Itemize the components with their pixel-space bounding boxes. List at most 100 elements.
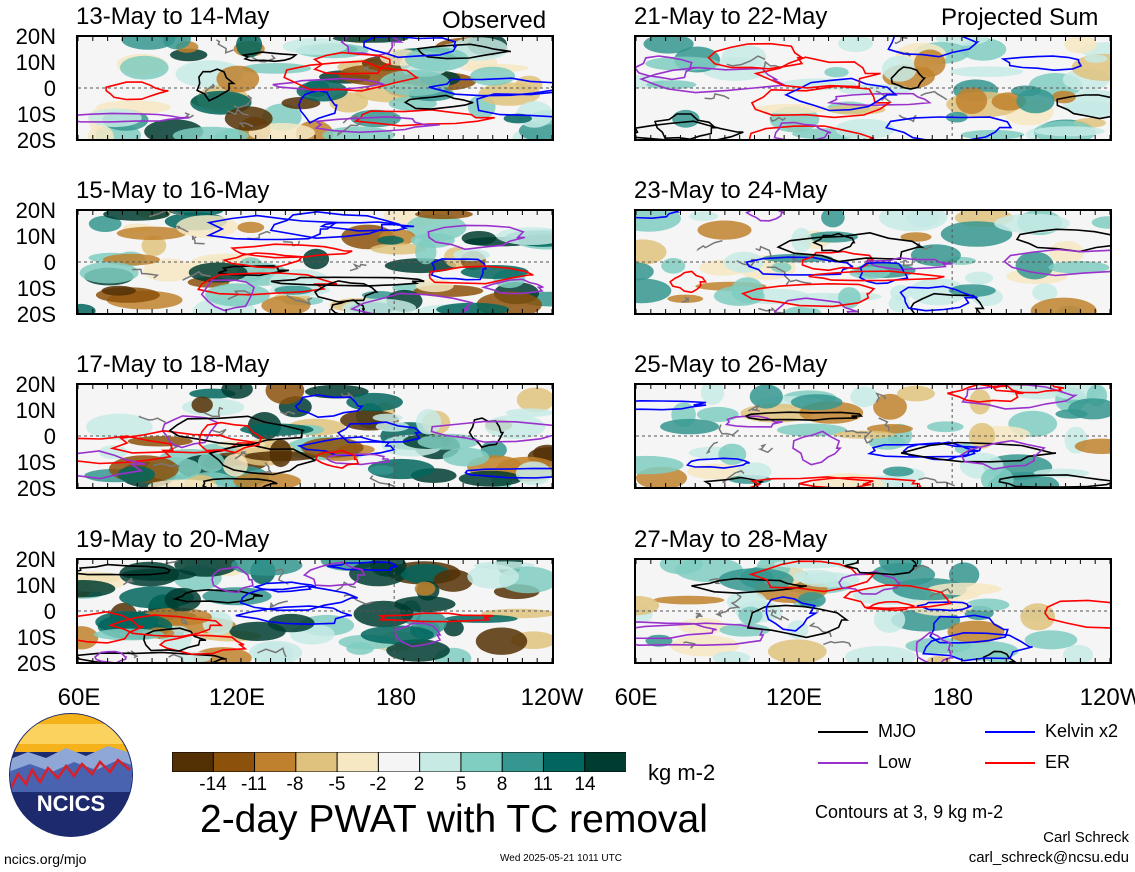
- wave-contour: [900, 441, 1057, 463]
- wave-contour: [230, 243, 353, 259]
- anomaly-blob: [947, 640, 1019, 661]
- lat-label: 20N: [15, 372, 56, 397]
- wave-contour: [636, 211, 680, 220]
- anomaly-blob: [372, 413, 403, 422]
- anomaly-blob: [147, 479, 218, 487]
- lat-label: 10S: [16, 102, 56, 127]
- anomaly-blob: [776, 423, 847, 437]
- panel-title: 19-May to 20-May: [76, 526, 270, 553]
- anomaly-blob: [968, 422, 996, 449]
- wave-contour: [302, 561, 366, 587]
- logo-wordmark: NCICS: [37, 791, 105, 816]
- wave-contour: [319, 221, 415, 232]
- map-svg: [636, 385, 1110, 487]
- map-svg: [78, 37, 552, 139]
- wave-contour: [327, 561, 398, 571]
- anomaly-blob: [1064, 37, 1097, 54]
- anomaly-blob: [947, 620, 1005, 643]
- wave-contour: [235, 605, 353, 626]
- anomaly-blob: [79, 261, 139, 284]
- wave-contour: [669, 270, 708, 294]
- anomaly-blob: [771, 262, 792, 273]
- anomaly-blob: [370, 560, 407, 577]
- lat-label: 20S: [16, 128, 56, 153]
- anomaly-blob: [78, 303, 96, 313]
- anomaly-blob: [980, 467, 1014, 487]
- wave-contour: [798, 476, 922, 487]
- anomaly-blob: [122, 568, 196, 581]
- axis-ticks: [78, 560, 552, 662]
- lat-label: 20N: [15, 24, 56, 49]
- site-url: ncics.org/mjo: [4, 851, 87, 867]
- anomaly-blob: [636, 455, 684, 475]
- anomaly-blob: [436, 302, 510, 313]
- wave-contour: [464, 467, 552, 479]
- wave-contour: [922, 631, 1033, 662]
- anomaly-blob: [415, 239, 437, 265]
- wave-contour: [211, 566, 254, 594]
- wave-contour: [283, 60, 419, 92]
- wave-contour: [691, 577, 807, 594]
- coastline: [238, 122, 254, 128]
- coastline: [757, 443, 774, 454]
- lon-label: 60E: [57, 684, 101, 711]
- colorbar-swatch: [377, 751, 421, 773]
- coastline: [191, 235, 205, 245]
- anomaly-blob: [697, 220, 752, 240]
- wave-contour: [801, 250, 875, 272]
- observed-header: Observed: [442, 7, 547, 34]
- panel-title: 17-May to 18-May: [76, 351, 270, 378]
- wave-contour: [377, 612, 494, 623]
- colorbar-tick: -8: [286, 774, 304, 795]
- anomaly-blob: [443, 619, 464, 637]
- anomaly-blob: [906, 211, 940, 228]
- anomaly-blob: [1049, 240, 1084, 265]
- coastline: [730, 593, 742, 609]
- wave-contour: [198, 421, 266, 454]
- anomaly-blob: [467, 564, 519, 589]
- anomaly-blob: [405, 46, 469, 72]
- wave-contour: [168, 415, 305, 447]
- wave-contour: [480, 278, 544, 295]
- axis-ticks: [636, 211, 1110, 313]
- coastline: [726, 55, 766, 67]
- anomaly-blob: [191, 396, 213, 413]
- coastline: [878, 417, 890, 432]
- anomaly-blob: [1091, 216, 1110, 229]
- anomaly-blob: [927, 656, 951, 662]
- lat-label: 0: [43, 76, 56, 101]
- coastline: [722, 470, 745, 484]
- wave-contour: [158, 634, 248, 656]
- coastline: [280, 410, 296, 417]
- map-panel-projected-1: [634, 35, 1112, 141]
- anomaly-blob: [224, 106, 273, 131]
- coastline: [334, 581, 357, 593]
- anomaly-blob: [241, 63, 312, 74]
- anomaly-blob: [416, 409, 442, 435]
- wave-contour: [636, 621, 717, 640]
- coastline: [845, 429, 868, 434]
- wave-contour: [353, 108, 495, 127]
- anomaly-blob: [667, 294, 704, 303]
- lat-label: 0: [43, 599, 56, 624]
- anomaly-blob: [164, 587, 201, 612]
- wave-contour: [865, 600, 915, 612]
- anomaly-blob: [965, 598, 1010, 612]
- coastline: [704, 93, 730, 100]
- coastline: [863, 430, 874, 444]
- wave-contour: [394, 622, 442, 648]
- wave-contour: [636, 399, 707, 411]
- anomaly-blob: [850, 386, 879, 408]
- anomaly-blob: [927, 421, 964, 433]
- lon-label: 120E: [208, 684, 266, 711]
- wave-contour: [336, 421, 423, 444]
- anomaly-blob: [505, 408, 552, 417]
- wave-contour: [744, 411, 864, 422]
- anomaly-blob: [414, 581, 436, 596]
- colorbar-swatches: [171, 751, 628, 773]
- wave-contour: [298, 89, 338, 124]
- coastline: [683, 641, 696, 649]
- map-svg: [636, 560, 1110, 662]
- anomaly-blob: [98, 445, 128, 459]
- wave-contour: [314, 116, 440, 134]
